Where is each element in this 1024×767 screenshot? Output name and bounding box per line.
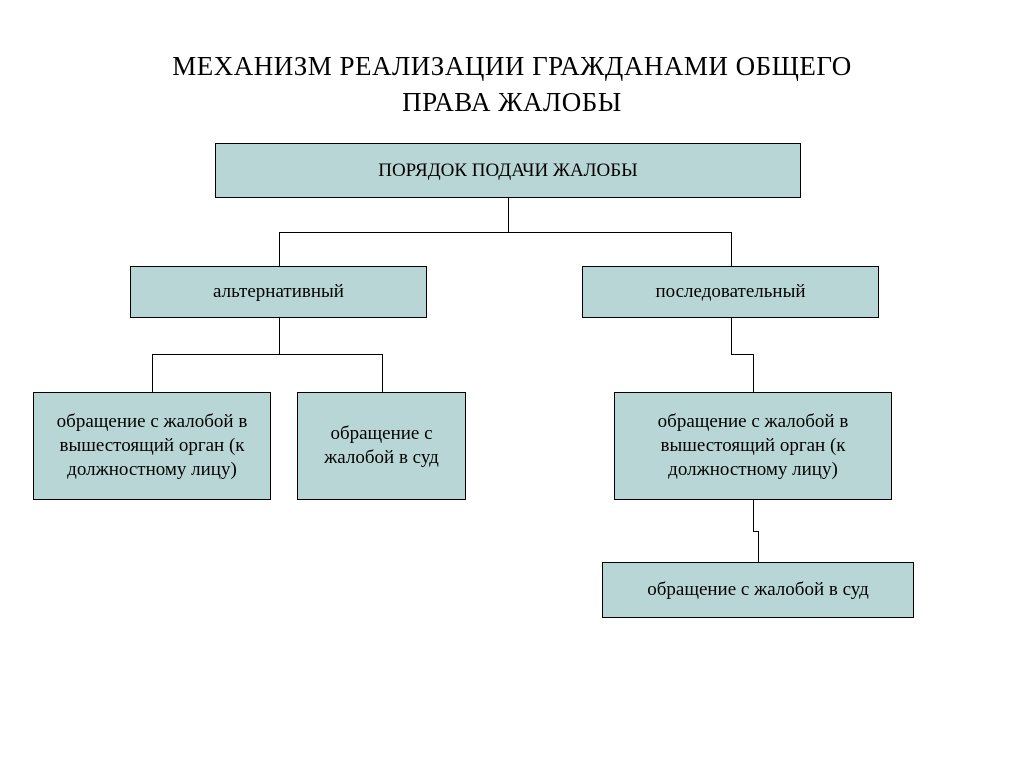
connector-line [753, 500, 754, 531]
node-alt-a-label: обращение с жалобой в вышестоящий орган … [44, 410, 260, 481]
node-alt: альтернативный [130, 266, 427, 318]
connector-line [279, 318, 280, 354]
node-seq-b: обращение с жалобой в суд [602, 562, 914, 618]
node-seq-a-label: обращение с жалобой в вышестоящий орган … [625, 410, 881, 481]
connector-line [731, 232, 732, 266]
node-alt-label: альтернативный [213, 280, 344, 304]
node-alt-b-label: обращение с жалобой в суд [308, 422, 455, 470]
connector-line [382, 354, 383, 392]
connector-line [731, 354, 754, 355]
node-seq-a: обращение с жалобой в вышестоящий орган … [614, 392, 892, 500]
connector-line [508, 198, 509, 232]
node-root-label: ПОРЯДОК ПОДАЧИ ЖАЛОБЫ [378, 159, 638, 183]
connector-line [152, 354, 382, 355]
node-alt-b: обращение с жалобой в суд [297, 392, 466, 500]
node-alt-a: обращение с жалобой в вышестоящий орган … [33, 392, 271, 500]
connector-line [753, 354, 754, 392]
title-line-2: ПРАВА ЖАЛОБЫ [402, 87, 622, 117]
connector-line [758, 531, 759, 562]
diagram-title: МЕХАНИЗМ РЕАЛИЗАЦИИ ГРАЖДАНАМИ ОБЩЕГО ПР… [0, 48, 1024, 121]
connector-line [152, 354, 153, 392]
node-seq-label: последовательный [655, 280, 805, 304]
connector-line [279, 232, 731, 233]
connector-line [279, 232, 280, 266]
node-seq: последовательный [582, 266, 879, 318]
node-root: ПОРЯДОК ПОДАЧИ ЖАЛОБЫ [215, 143, 801, 198]
title-line-1: МЕХАНИЗМ РЕАЛИЗАЦИИ ГРАЖДАНАМИ ОБЩЕГО [172, 51, 852, 81]
connector-line [731, 318, 732, 354]
node-seq-b-label: обращение с жалобой в суд [647, 578, 869, 602]
